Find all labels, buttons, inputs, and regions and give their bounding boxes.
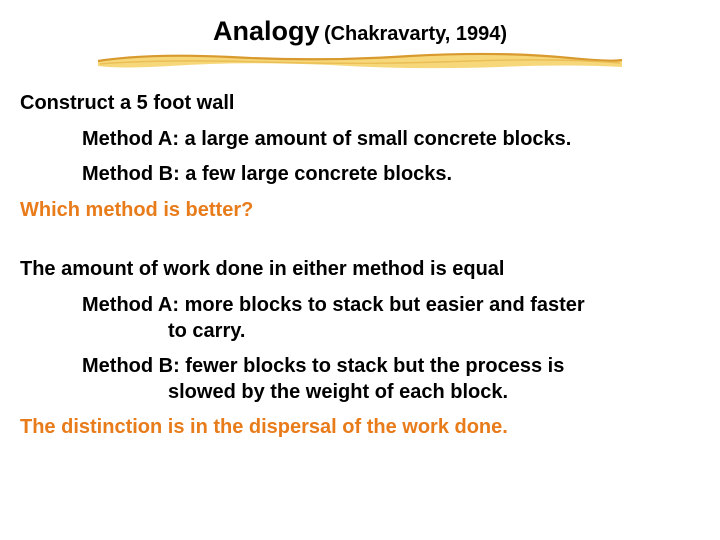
brush-underline-icon: [90, 49, 630, 71]
line-method-a-1: Method A: a large amount of small concre…: [20, 127, 700, 153]
title-citation: (Chakravarty, 1994): [324, 23, 507, 45]
title-main: Analogy: [213, 16, 320, 46]
slide-body: Construct a 5 foot wall Method A: a larg…: [0, 73, 720, 441]
line-equal: The amount of work done in either method…: [20, 257, 700, 283]
line-distinction: The distinction is in the dispersal of t…: [20, 415, 700, 441]
line-method-a-2a: Method A: more blocks to stack but easie…: [20, 293, 700, 319]
line-method-b-2a: Method B: fewer blocks to stack but the …: [20, 354, 700, 380]
line-which: Which method is better?: [20, 198, 700, 224]
line-method-a-2b: to carry.: [20, 319, 700, 345]
slide: Analogy (Chakravarty, 1994) Construct a …: [0, 0, 720, 540]
title-row: Analogy (Chakravarty, 1994): [0, 0, 720, 47]
title-underline: [0, 49, 720, 73]
line-method-b-2b: slowed by the weight of each block.: [20, 380, 700, 406]
line-construct: Construct a 5 foot wall: [20, 91, 700, 117]
line-method-b-1: Method B: a few large concrete blocks.: [20, 162, 700, 188]
